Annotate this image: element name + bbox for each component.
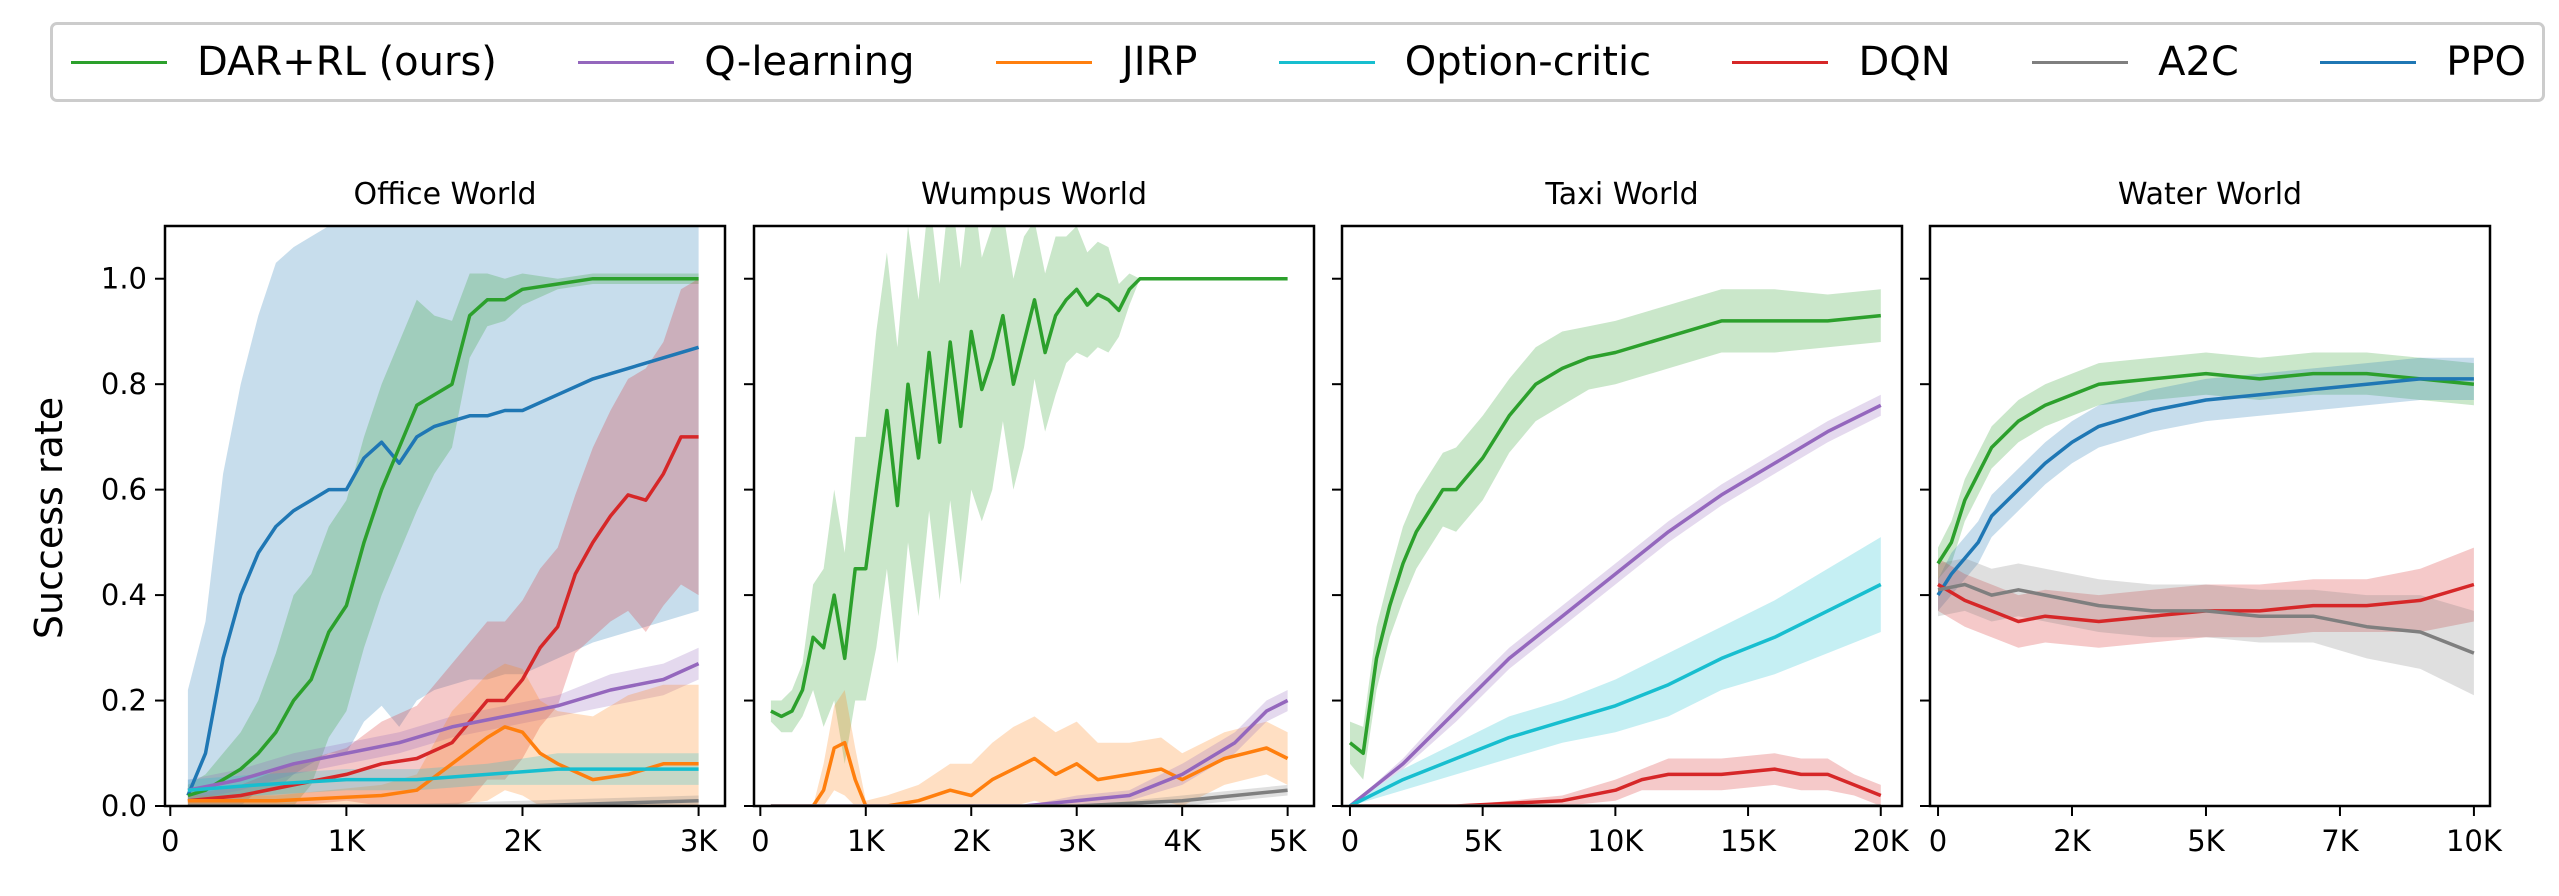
panel-taxi-world: Taxi World 0 5K 10K 15K 20K <box>1332 177 1910 858</box>
legend-item: DAR+RL (ours) <box>71 39 497 85</box>
y-tick-label: 0.0 <box>101 789 147 823</box>
series-band <box>1350 289 1881 780</box>
x-tick-label: 2K <box>953 824 991 858</box>
series-line <box>187 662 700 792</box>
series-line <box>770 698 1289 806</box>
series-band <box>1350 753 1881 806</box>
x-tick-label: 0 <box>751 824 769 858</box>
series-line <box>187 435 699 803</box>
x-tick-label: 2K <box>2053 824 2091 858</box>
series-band <box>187 647 699 801</box>
legend-swatch <box>1278 60 1375 64</box>
series-line <box>187 725 699 803</box>
series-band <box>187 278 699 806</box>
legend-swatch <box>1732 60 1829 64</box>
series-band <box>1938 352 2474 580</box>
panel-title: Taxi World <box>1544 177 1698 212</box>
x-tick-label: 1K <box>328 824 366 858</box>
panel-title: Wumpus World <box>921 177 1147 212</box>
x-tick-label: 0 <box>161 824 179 858</box>
x-tick-label: 3K <box>1058 824 1096 858</box>
series-line <box>187 276 699 798</box>
series-line <box>1937 582 2475 624</box>
x-tick-label: 10K <box>2446 824 2503 858</box>
plot-area <box>770 226 1289 806</box>
y-tick-label: 0.2 <box>101 684 147 718</box>
series-line <box>1348 313 1881 756</box>
x-tick-label: 3K <box>680 824 718 858</box>
series-line <box>186 345 700 797</box>
legend-item: Q-learning <box>578 39 915 85</box>
panel-title: Office World <box>353 177 536 212</box>
series-line <box>770 740 1289 806</box>
series-line <box>1348 403 1882 806</box>
panel-wumpus-world: Wumpus World 0 1K 2K 3K 4K 5K <box>744 177 1316 858</box>
legend-item: DQN <box>1732 39 1951 85</box>
legend-label: DQN <box>1858 39 1951 85</box>
legend-label: A2C <box>2158 39 2239 85</box>
series-line <box>187 798 699 806</box>
y-tick-label: 0.8 <box>101 367 147 401</box>
y-tick-label: 1.0 <box>101 262 147 296</box>
x-tick-label: 4K <box>1163 824 1201 858</box>
panel-water-world: Water World 0 2K 5K 7K 10K <box>1920 177 2503 858</box>
plot-frame <box>1340 224 1904 808</box>
series-band <box>187 273 699 806</box>
legend-swatch <box>71 60 167 64</box>
legend-swatch <box>578 60 675 64</box>
x-tick-label: 15K <box>1720 824 1777 858</box>
legend-item: Option-critic <box>1278 39 1652 85</box>
series-band <box>1350 537 1881 806</box>
series-band <box>770 226 1288 764</box>
series-line <box>1936 371 2475 565</box>
y-axis-label: Success rate <box>27 397 71 639</box>
legend-label: DAR+RL (ours) <box>197 39 497 85</box>
panel-title: Water World <box>2118 177 2302 212</box>
legend-item: PPO <box>2320 39 2526 85</box>
legend-item: A2C <box>2032 39 2239 85</box>
y-tick-label: 0.6 <box>101 473 147 507</box>
series-line <box>1937 582 2475 655</box>
x-tick-label: 0 <box>1341 824 1359 858</box>
legend: DAR+RL (ours) Q-learning JIRP Option-critic… <box>50 22 2545 102</box>
x-tick-label: 5K <box>1269 824 1307 858</box>
series-line <box>770 276 1288 719</box>
series-line <box>187 767 699 792</box>
x-tick-label: 7K <box>2321 824 2359 858</box>
legend-label: PPO <box>2446 39 2526 85</box>
x-tick-label: 5K <box>2187 824 2225 858</box>
plot-frame <box>752 224 1316 808</box>
legend-swatch <box>2032 60 2129 64</box>
series-line <box>1349 582 1882 806</box>
legend-label: Option-critic <box>1404 39 1652 85</box>
legend-swatch <box>2320 60 2417 64</box>
series-line <box>1936 377 2474 597</box>
x-tick-label: 10K <box>1587 824 1644 858</box>
plot-frame <box>163 224 727 808</box>
series-line <box>770 788 1288 806</box>
x-tick-label: 1K <box>847 824 885 858</box>
legend-label: JIRP <box>1121 39 1198 85</box>
x-tick-label: 5K <box>1464 824 1502 858</box>
panel-office-world: Office World 0 1K 2K 3K 0.0 0.2 0.4 0.6 0.8 1.0 <box>101 177 727 858</box>
plot-area <box>186 226 700 806</box>
plot-area <box>1348 289 1882 806</box>
series-line <box>1350 767 1882 806</box>
x-tick-label: 0 <box>1929 824 1947 858</box>
legend-swatch <box>995 60 1092 64</box>
y-tick-label: 0.4 <box>101 578 147 612</box>
series-band <box>770 690 1288 806</box>
series-band <box>1938 357 2474 611</box>
series-band <box>770 690 1288 806</box>
plot-frame <box>1928 224 2492 808</box>
legend-item: JIRP <box>995 39 1198 85</box>
legend-label: Q-learning <box>704 39 915 85</box>
plot-area <box>1936 352 2475 696</box>
x-tick-label: 2K <box>504 824 542 858</box>
series-band <box>1938 558 2474 696</box>
series-band <box>187 226 699 806</box>
x-tick-label: 20K <box>1853 824 1910 858</box>
